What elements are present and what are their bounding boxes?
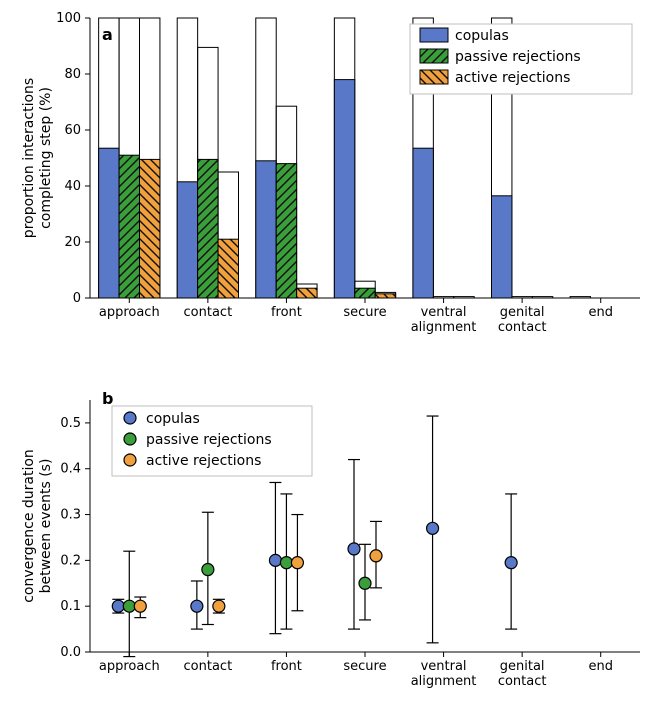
legend-label: passive rejections — [146, 432, 272, 448]
legend-swatch — [420, 49, 448, 63]
xtick-label: front — [271, 305, 302, 320]
bar-active — [297, 288, 317, 298]
xtick-label: contact — [498, 320, 547, 335]
bar-outline-copulas — [570, 297, 590, 298]
bar-copulas — [256, 161, 276, 298]
xtick-label: alignment — [411, 674, 477, 689]
legend-label: copulas — [146, 411, 200, 427]
xtick-label: ventral — [421, 659, 467, 674]
bar-active — [375, 294, 395, 298]
legend-swatch — [420, 28, 448, 42]
xtick-label: genital — [500, 305, 545, 320]
xtick-label: approach — [99, 659, 160, 674]
ytick-label: 0.5 — [60, 416, 81, 431]
xtick-label: alignment — [411, 320, 477, 335]
marker-passive — [280, 557, 292, 569]
bar-copulas — [99, 148, 119, 298]
ytick-label: 100 — [56, 11, 81, 26]
marker-copulas — [112, 600, 124, 612]
marker-active — [291, 557, 303, 569]
legend-label: passive rejections — [455, 49, 581, 65]
ytick-label: 20 — [64, 235, 81, 250]
legend-marker — [124, 454, 136, 466]
ytick-label: 0.2 — [60, 553, 81, 568]
bar-passive — [355, 288, 375, 298]
marker-copulas — [269, 554, 281, 566]
marker-copulas — [505, 557, 517, 569]
ylabel-a: completing step (%) — [38, 87, 54, 229]
legend-label: copulas — [455, 28, 509, 44]
bar-passive — [198, 159, 218, 298]
bar-active — [218, 239, 238, 298]
marker-copulas — [348, 543, 360, 555]
bar-active — [140, 159, 160, 298]
xtick-label: contact — [498, 674, 547, 689]
xtick-label: contact — [184, 659, 233, 674]
xtick-label: ventral — [421, 305, 467, 320]
marker-active — [134, 600, 146, 612]
ytick-label: 0.4 — [60, 462, 81, 477]
xtick-label: approach — [99, 305, 160, 320]
bar-copulas — [177, 182, 197, 298]
ylabel-b: between events (s) — [38, 459, 54, 594]
bar-passive — [119, 155, 139, 298]
xtick-label: secure — [343, 305, 386, 320]
ytick-label: 80 — [64, 67, 81, 82]
marker-passive — [123, 600, 135, 612]
panel-b-error-chart: 0.0 0.1 0.2 0.3 0.4 0.5 approach contact front se… — [21, 389, 640, 689]
marker-passive — [359, 577, 371, 589]
ylabel-a: proportion interactions — [21, 78, 37, 238]
xtick-label: end — [588, 659, 613, 674]
bar-outline-active — [454, 297, 474, 298]
ytick-label: 0 — [73, 291, 81, 306]
legend-marker — [124, 433, 136, 445]
bar-outline-passive — [433, 297, 453, 298]
ytick-label: 0.0 — [60, 645, 81, 660]
legend-label: active rejections — [455, 70, 570, 86]
marker-passive — [202, 564, 214, 576]
xtick-label: front — [271, 659, 302, 674]
marker-copulas — [427, 522, 439, 534]
ytick-label: 0.1 — [60, 599, 81, 614]
legend-marker — [124, 412, 136, 424]
marker-active — [370, 550, 382, 562]
panel-label-b: b — [102, 389, 113, 408]
bar-copulas — [413, 148, 433, 298]
bar-copulas — [492, 196, 512, 298]
xtick-label: genital — [500, 659, 545, 674]
xtick-label: contact — [184, 305, 233, 320]
ylabel-b: convergence duration — [21, 449, 37, 603]
ytick-label: 40 — [64, 179, 81, 194]
bar-passive — [276, 164, 296, 298]
ytick-label: 0.3 — [60, 508, 81, 523]
xtick-label: end — [588, 305, 613, 320]
xtick-label: secure — [343, 659, 386, 674]
bar-outline-passive — [512, 297, 532, 298]
panel-a-bar-chart: 0 20 40 60 80 100 approach contact front secure ve… — [21, 11, 640, 335]
panel-label-a: a — [102, 25, 113, 44]
legend-swatch — [420, 70, 448, 84]
bar-copulas — [334, 80, 354, 298]
marker-copulas — [191, 600, 203, 612]
ytick-label: 60 — [64, 123, 81, 138]
bar-outline-active — [532, 297, 552, 298]
marker-active — [213, 600, 225, 612]
legend-label: active rejections — [146, 453, 261, 469]
